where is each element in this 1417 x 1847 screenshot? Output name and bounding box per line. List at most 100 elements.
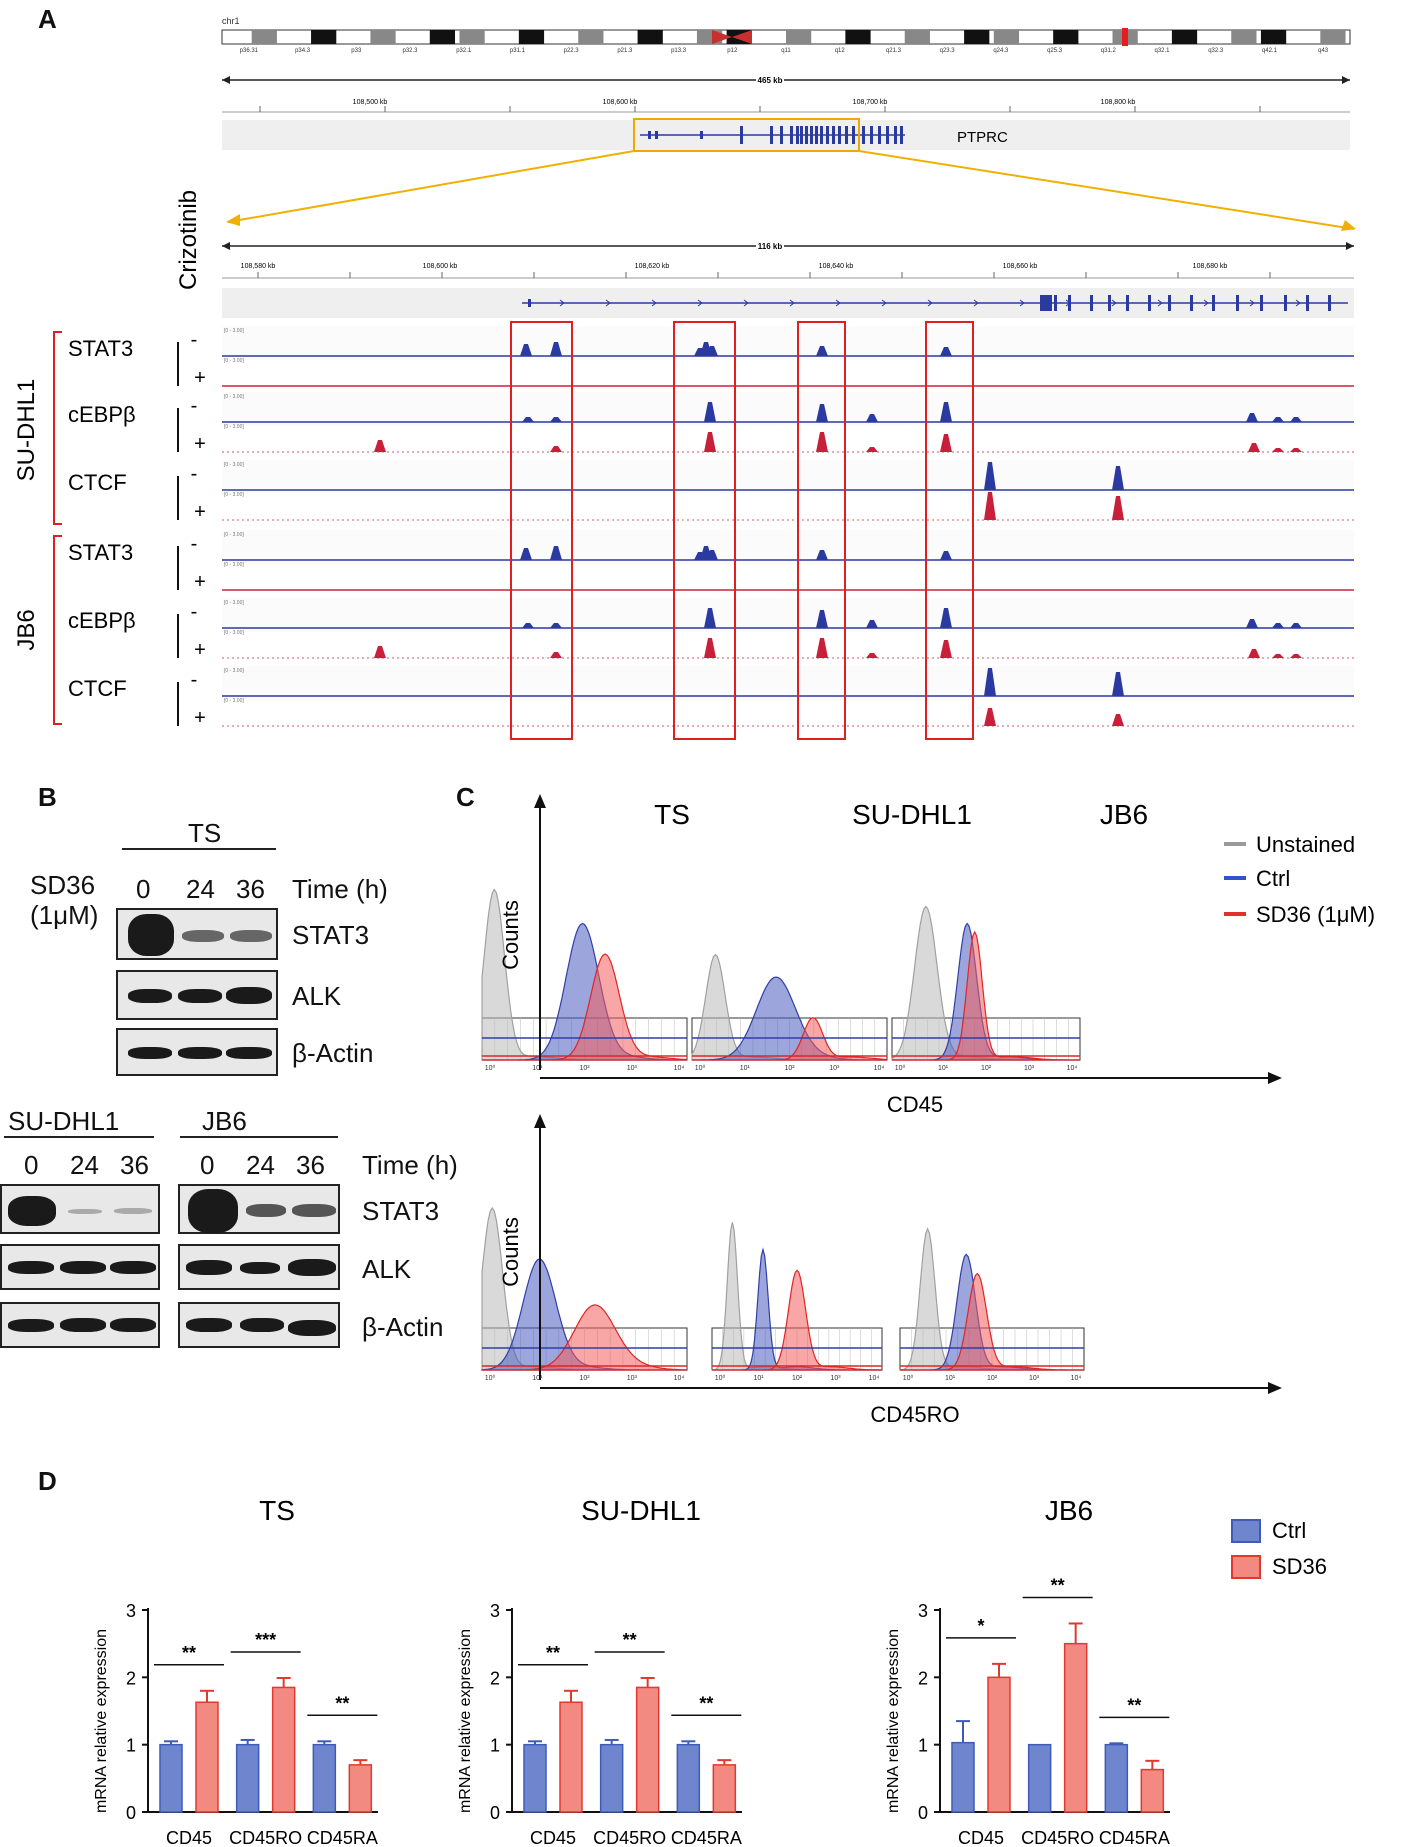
- exon: [870, 126, 873, 144]
- blot-sudhl1-stat3: [0, 1184, 160, 1234]
- span-zoom-label-bg: [756, 239, 784, 251]
- flow-title-ts: TS: [654, 799, 690, 830]
- flow-tick-label: 10⁴: [674, 1375, 685, 1382]
- exon: [838, 126, 841, 144]
- flow-tick-label: 10³: [829, 1065, 840, 1072]
- factor-label: cEBPβ: [68, 608, 136, 633]
- flow-tick-label: 10¹: [740, 1065, 751, 1072]
- plus-sign: +: [194, 433, 206, 455]
- zoom-line-left: [227, 150, 635, 223]
- x-tick-label: CD45: [530, 1828, 576, 1847]
- histogram-sd36: [482, 953, 688, 1061]
- jb6-time-0: 0: [200, 1150, 215, 1180]
- y-tick-label: 1: [918, 1736, 928, 1756]
- ideogram-band-label: q11: [781, 48, 791, 54]
- plus-sign: +: [194, 639, 206, 661]
- exon: [648, 131, 651, 139]
- bar-chart-ylabel: mRNA relative expression: [457, 1629, 474, 1813]
- ts-label-stat3: STAT3: [292, 920, 370, 950]
- peak-ctrl: [1272, 417, 1284, 422]
- significance-label: **: [1127, 1695, 1141, 1715]
- blot-sudhl1-actin: [0, 1302, 160, 1348]
- track-bg: [222, 392, 1354, 426]
- bar-ctrl: [235, 1743, 260, 1813]
- coord-zoom-1: 108,580 kb: [241, 263, 276, 270]
- coord-zoom-4: 108,640 kb: [819, 263, 854, 270]
- blot-jb6-stat3: [178, 1184, 340, 1234]
- y-tick-label: 2: [490, 1668, 500, 1688]
- ideogram-band: [1320, 30, 1346, 44]
- blot-ts-title-line: [122, 848, 276, 850]
- peak-ctrl: [1290, 623, 1302, 628]
- ts-time-0: 0: [136, 874, 151, 904]
- peak-ctrl: [1272, 623, 1284, 628]
- ideogram-band-label: p21.3: [617, 48, 633, 54]
- track-range: [0 - 3.00]: [224, 600, 244, 606]
- track-range: [0 - 3.00]: [224, 562, 244, 568]
- exon: [1190, 295, 1193, 311]
- coord-top-1: 108,500 kb: [353, 99, 388, 106]
- peak-crizotinib: [816, 638, 828, 658]
- flow-tick-label: 10⁰: [485, 1064, 496, 1072]
- minus-sign: -: [191, 669, 198, 691]
- flow-tick-label: 10¹: [938, 1065, 949, 1072]
- bar-sd36: [987, 1676, 1011, 1813]
- strand-arrow: [1203, 299, 1209, 307]
- exon: [862, 126, 865, 144]
- exon: [886, 126, 889, 144]
- band: [240, 1262, 280, 1274]
- y-tick-label: 3: [126, 1601, 136, 1621]
- x-tick-label: CD45: [958, 1828, 1004, 1847]
- bar-sd36: [712, 1764, 737, 1813]
- treatment-label: Crizotinib: [175, 190, 202, 290]
- blot2-time-label: Time (h): [362, 1150, 458, 1180]
- bar-chart-ylabel: mRNA relative expression: [885, 1629, 902, 1813]
- flow-cytometry-panel: 10⁰ 10¹ 10² 10³ 10⁴ 10⁰ 10¹ 10² 10³ 10⁴ 10⁰ 10¹ 10² 1…: [481, 794, 1375, 1427]
- track-range: [0 - 3.00]: [224, 668, 244, 674]
- peak-ctrl: [704, 608, 716, 628]
- x-tick-label: CD45RA: [671, 1828, 742, 1847]
- x-tick-label: CD45: [166, 1828, 212, 1847]
- peak-ctrl: [550, 342, 562, 356]
- span-label-top: 465 kb: [758, 76, 783, 85]
- bar-ctrl: [676, 1743, 701, 1813]
- flow-tick-label: 10³: [627, 1065, 638, 1072]
- highlight-box-4: [925, 321, 974, 740]
- strand-arrow: [835, 299, 841, 307]
- flow-tick-label: 10⁰: [485, 1374, 496, 1382]
- significance-label: **: [335, 1693, 349, 1713]
- genome-browser-view: p36.31 p34.3 p33 p32.3 p32.1 p31.1 p22.3 p21.3 p…: [13, 16, 1356, 740]
- peak-crizotinib: [704, 638, 716, 658]
- band: [188, 1189, 238, 1233]
- band: [226, 987, 272, 1004]
- strand-arrow: [789, 299, 795, 307]
- exon: [1328, 295, 1331, 311]
- peak-ctrl: [704, 402, 716, 422]
- flow-tick-label: 10²: [792, 1375, 803, 1382]
- band: [114, 1208, 152, 1214]
- exon: [700, 131, 703, 139]
- minus-sign: -: [191, 395, 198, 417]
- peak-ctrl: [816, 346, 828, 356]
- exon: [1108, 295, 1111, 311]
- flow-tick-label: 10⁰: [903, 1374, 914, 1382]
- peak-ctrl: [522, 417, 534, 422]
- band: [178, 989, 222, 1003]
- significance-label: **: [699, 1693, 713, 1713]
- chip-seq-tracks: [0 - 3.00] [0 - 3.00] [0 - 3.00] [0 - 3.00]…: [222, 326, 1354, 727]
- plus-sign: +: [194, 571, 206, 593]
- band: [8, 1319, 54, 1332]
- flow-tick-label: 10⁴: [874, 1065, 885, 1072]
- ideogram-band-label: p31.1: [510, 48, 526, 54]
- y-tick-label: 0: [490, 1803, 500, 1823]
- significance-label: ***: [255, 1630, 276, 1650]
- plus-sign: +: [194, 367, 206, 389]
- strand-arrow: [651, 299, 657, 307]
- y-tick-label: 1: [490, 1736, 500, 1756]
- peak-crizotinib: [550, 652, 562, 658]
- strand-arrow: [743, 299, 749, 307]
- exon: [852, 126, 855, 144]
- exon: [894, 126, 897, 144]
- band: [186, 1260, 232, 1275]
- track-bg: [222, 460, 1354, 494]
